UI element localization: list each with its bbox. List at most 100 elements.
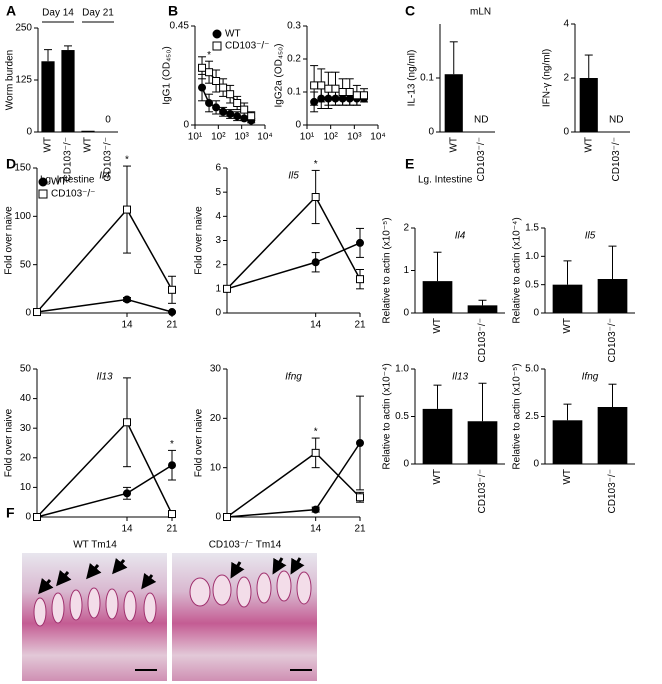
x-tick-label: 10²	[211, 132, 226, 143]
y-tick-label: 0.45	[170, 21, 190, 32]
y-tick-label: 20	[20, 452, 32, 463]
annotation: mLN	[470, 7, 491, 18]
significance: *	[170, 439, 174, 450]
marker	[247, 112, 256, 121]
y-axis-label: IgG1 (OD₄₅₀)	[162, 46, 173, 104]
marker	[356, 275, 364, 284]
y-tick-label: 4	[215, 211, 221, 222]
y-tick-label: 0.1	[420, 73, 434, 84]
bar	[81, 130, 95, 132]
panel-label: A	[6, 3, 16, 19]
series-line	[226, 242, 361, 290]
annotation: Lg. Intestine	[418, 175, 473, 186]
x-tick-label: 14	[310, 524, 322, 535]
marker	[311, 505, 320, 514]
y-tick-label: 50	[20, 364, 32, 375]
marker	[226, 90, 235, 99]
y-tick-label: 0.5	[525, 279, 539, 290]
panel-label: E	[405, 156, 414, 172]
legend-label: WT	[51, 177, 67, 188]
marker	[311, 258, 320, 267]
marker	[352, 91, 361, 100]
y-tick-label: 1.0	[525, 251, 539, 262]
marker	[338, 88, 347, 96]
series-line	[226, 195, 361, 290]
bar	[597, 279, 628, 313]
y-tick-label: 2	[563, 73, 569, 84]
marker	[168, 308, 176, 317]
y-tick-label: 0	[563, 127, 569, 138]
marker	[359, 91, 368, 100]
significance: *	[125, 155, 129, 166]
bar	[61, 50, 75, 132]
y-tick-label: 1.5	[525, 223, 539, 234]
x-tick-label: 14	[121, 524, 133, 535]
legend-label: CD103⁻/⁻	[51, 189, 95, 200]
x-tick-label: WT	[583, 137, 594, 153]
y-tick-label: 0	[295, 120, 301, 131]
y-tick-label: 0	[215, 512, 221, 523]
x-tick-label: CD103⁻/⁻	[607, 469, 618, 513]
y-tick-label: 100	[14, 211, 31, 222]
panel-label: D	[6, 156, 16, 172]
x-tick-label: 21	[166, 524, 178, 535]
value-label: ND	[609, 115, 623, 126]
x-tick-label: 10¹	[300, 132, 315, 143]
marker	[311, 448, 320, 457]
y-tick-label: 0	[215, 308, 221, 319]
marker	[123, 205, 131, 214]
bar	[422, 281, 453, 313]
x-tick-label: 10⁴	[257, 132, 272, 143]
y-axis-label: Worm burden	[5, 50, 16, 110]
x-tick-label: CD103⁻/⁻	[103, 137, 114, 181]
histology-images	[22, 553, 317, 681]
marker	[223, 513, 231, 521]
marker	[198, 83, 207, 92]
y-tick-label: 50	[20, 259, 32, 270]
y-tick-label: 40	[20, 393, 32, 404]
y-tick-label: 5	[215, 187, 221, 198]
x-tick-label: WT	[562, 318, 573, 334]
bar	[422, 408, 453, 464]
y-tick-label: 30	[20, 423, 32, 434]
y-axis-label: Fold over naive	[194, 206, 205, 275]
panel-label: C	[405, 3, 415, 19]
y-axis-label: IgG2a (OD₄₅₀)	[274, 44, 285, 108]
y-axis-label: IFN-γ (ng/ml)	[542, 49, 553, 107]
legend-marker	[38, 189, 48, 199]
marker	[205, 68, 214, 77]
image-label: WT Tm14	[73, 540, 117, 551]
y-tick-label: 0.5	[395, 411, 409, 422]
chart-title: Il5	[585, 231, 596, 242]
marker	[33, 513, 41, 521]
y-tick-label: 125	[15, 75, 32, 86]
x-tick-label: CD103⁻/⁻	[611, 137, 622, 181]
x-tick-label: WT	[562, 469, 573, 485]
x-tick-label: 10²	[323, 132, 338, 143]
marker	[205, 99, 214, 107]
group-label: Day 21	[82, 8, 114, 19]
x-tick-label: 21	[354, 524, 366, 535]
chart-title: Il13	[96, 372, 113, 383]
image-ko	[172, 553, 317, 681]
x-tick-label: CD103⁻/⁻	[477, 318, 488, 362]
y-axis-label: Relative to actin (x10⁻⁴)	[382, 363, 393, 469]
bar	[552, 284, 583, 313]
series-line	[36, 298, 173, 313]
series-line	[36, 420, 173, 518]
y-tick-label: 0	[533, 308, 539, 319]
y-tick-label: 1.0	[395, 364, 409, 375]
y-tick-label: 6	[215, 163, 221, 174]
x-tick-label: CD103⁻/⁻	[476, 137, 487, 181]
chart-title: Ifng	[285, 372, 302, 383]
y-tick-label: 0.3	[287, 21, 301, 32]
y-tick-label: 0.2	[287, 54, 301, 65]
bar	[597, 407, 628, 464]
significance: *	[207, 50, 211, 61]
chart-title: Il4	[99, 171, 110, 182]
chart-title: Il13	[452, 372, 469, 383]
marker	[123, 295, 131, 304]
bar	[579, 78, 598, 132]
value-label: ND	[474, 115, 488, 126]
marker	[212, 103, 221, 112]
